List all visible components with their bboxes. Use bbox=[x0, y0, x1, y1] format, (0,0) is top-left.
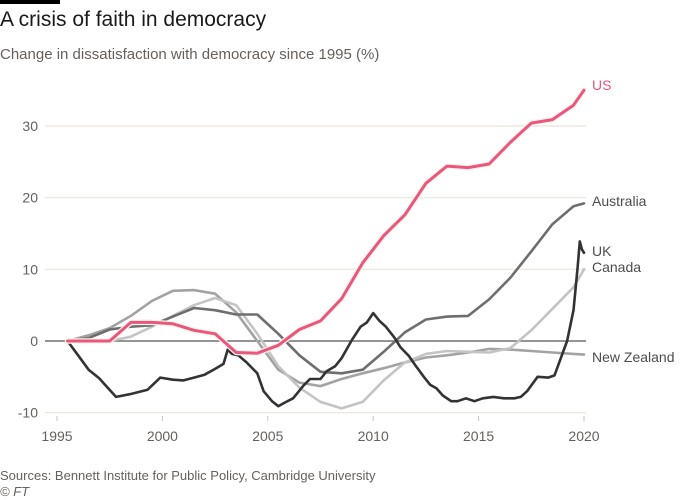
series-label-australia: Australia bbox=[592, 193, 647, 209]
series-labels: New Zealand Canada Australia UK US bbox=[592, 77, 675, 365]
chart-title: A crisis of faith in democracy bbox=[0, 8, 267, 31]
series-label-new-zealand: New Zealand bbox=[592, 349, 675, 365]
copyright-credit: © FT bbox=[0, 484, 30, 499]
y-tick-label: 0 bbox=[30, 333, 38, 349]
x-tick-label: 2015 bbox=[463, 428, 494, 444]
x-tick-label: 2010 bbox=[358, 428, 389, 444]
ft-brand-bar bbox=[0, 0, 60, 4]
x-tick-label: 1995 bbox=[41, 428, 72, 444]
x-tick-label: 2005 bbox=[252, 428, 283, 444]
y-tick-label: 10 bbox=[22, 261, 38, 277]
series-label-uk: UK bbox=[592, 243, 612, 259]
x-tick-label: 2020 bbox=[568, 428, 599, 444]
gridlines bbox=[45, 125, 586, 414]
source-note: Sources: Bennett Institute for Public Po… bbox=[0, 468, 376, 483]
series-lines bbox=[64, 87, 587, 410]
y-tick-label: 30 bbox=[22, 118, 38, 134]
y-tick-label: -10 bbox=[18, 405, 38, 421]
series-label-canada: Canada bbox=[592, 259, 641, 275]
x-tick-label: 2000 bbox=[147, 428, 178, 444]
series-line-canada bbox=[66, 267, 586, 410]
chart-subtitle: Change in dissatisfaction with democracy… bbox=[0, 46, 380, 63]
series-label-us: US bbox=[592, 77, 611, 93]
series-line-us bbox=[66, 88, 586, 355]
y-tick-label: 20 bbox=[22, 190, 38, 206]
series-line-uk bbox=[66, 240, 586, 408]
axes: -10 0 10 20 30 1995 2000 2005 2010 2015 2020 bbox=[18, 118, 600, 444]
